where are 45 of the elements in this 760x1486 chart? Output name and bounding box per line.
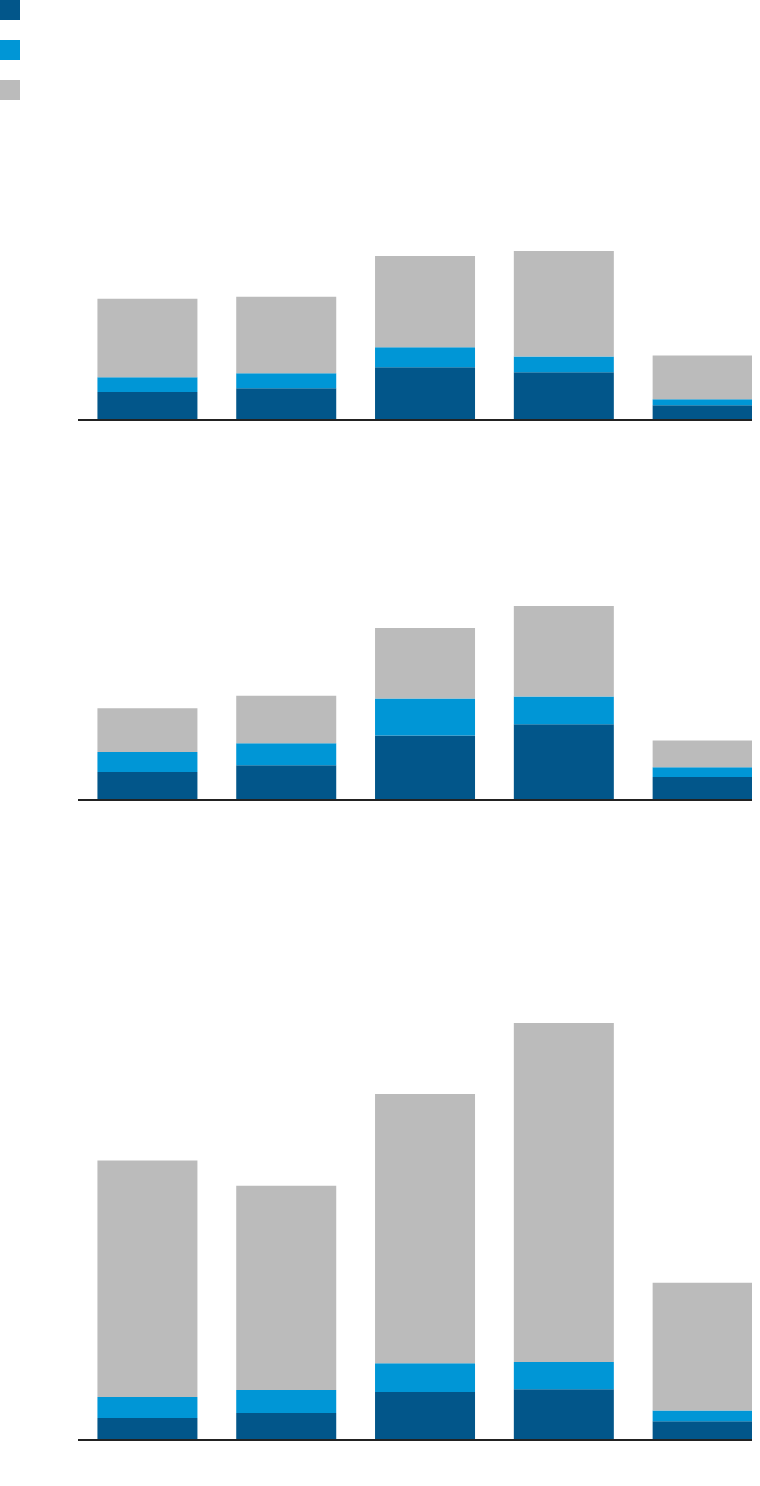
bar [375, 1392, 476, 1440]
bar [97, 377, 198, 393]
bar [236, 1389, 337, 1413]
bar [652, 399, 752, 406]
bar [513, 356, 614, 373]
bar [652, 405, 752, 420]
bar [375, 255, 476, 348]
bar [375, 627, 476, 699]
bar [97, 1397, 198, 1418]
bar [97, 1160, 198, 1398]
bar [375, 367, 476, 420]
bar [513, 1023, 614, 1363]
bar [97, 752, 198, 773]
bar [513, 251, 614, 357]
bar [513, 1389, 614, 1440]
bar [97, 298, 198, 378]
bar [97, 708, 198, 753]
bar [375, 735, 476, 800]
bar [652, 777, 752, 800]
bar [97, 392, 198, 420]
bar [652, 1282, 752, 1411]
bar [375, 1093, 476, 1364]
bar [236, 388, 337, 420]
bar [652, 1410, 752, 1422]
bar [652, 740, 752, 768]
bar [652, 1421, 752, 1440]
bar [375, 698, 476, 736]
bar [236, 296, 337, 374]
bar [236, 765, 337, 800]
bar [652, 767, 752, 778]
bar [97, 1417, 198, 1440]
bar [236, 1185, 337, 1390]
bar [513, 1362, 614, 1390]
bar [236, 373, 337, 389]
bar [513, 696, 614, 725]
bar [97, 772, 198, 800]
bar [513, 372, 614, 420]
bar [236, 695, 337, 744]
bar [652, 355, 752, 400]
bar [513, 606, 614, 697]
bar [375, 1363, 476, 1393]
bar [236, 743, 337, 766]
bar [375, 347, 476, 368]
bar [236, 1412, 337, 1440]
bar [513, 724, 614, 800]
